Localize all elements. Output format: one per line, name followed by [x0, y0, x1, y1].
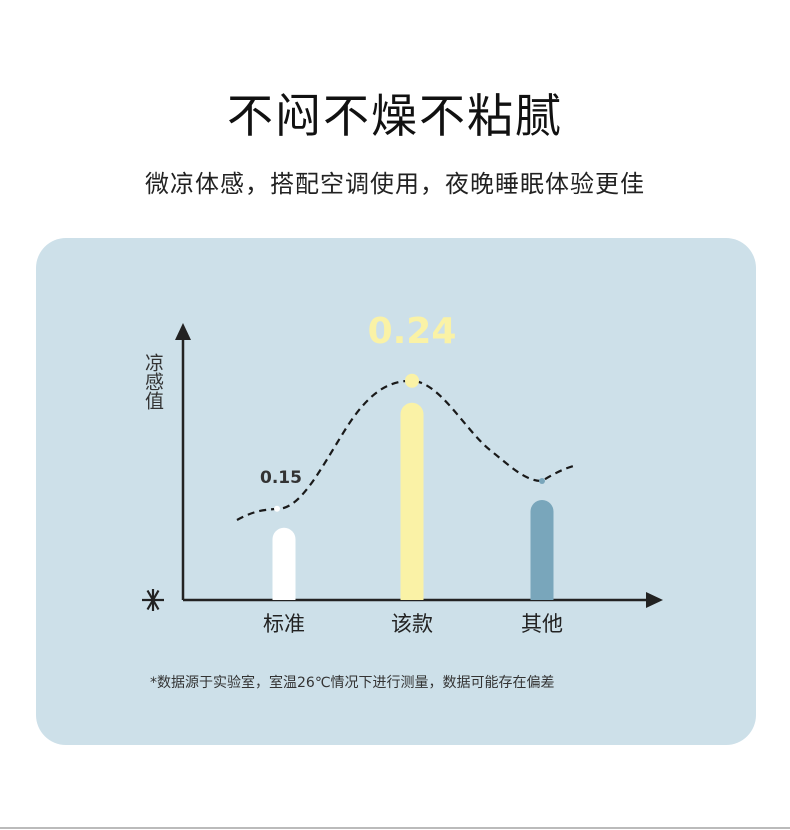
page-title: 不闷不燥不粘腻 [227, 89, 563, 143]
curve-dot-2 [539, 477, 545, 484]
divider [0, 827, 790, 829]
page-subtitle: 微凉体感，搭配空调使用，夜晚睡眠体验更佳 [145, 170, 645, 198]
data-label: 0.24 [368, 311, 457, 352]
x-tick-label: 其他 [521, 612, 563, 636]
data-label: 0.15 [260, 468, 302, 488]
x-tick-label: 该款 [391, 612, 433, 636]
curve-dot-1 [405, 373, 419, 388]
bar-2 [530, 499, 554, 600]
snowflake-icon [142, 589, 164, 611]
x-tick-label: 标准 [263, 612, 305, 636]
y-axis-arrow [175, 323, 191, 340]
curve-dot-0 [274, 505, 280, 512]
chart-card [36, 238, 756, 745]
footnote: *数据源于实验室，室温26℃情况下进行测量，数据可能存在偏差 [150, 675, 555, 691]
y-axis-label: 凉感值 [142, 353, 164, 410]
x-axis-arrow [646, 592, 663, 608]
bar-1 [400, 402, 424, 600]
bar-0 [272, 527, 296, 600]
